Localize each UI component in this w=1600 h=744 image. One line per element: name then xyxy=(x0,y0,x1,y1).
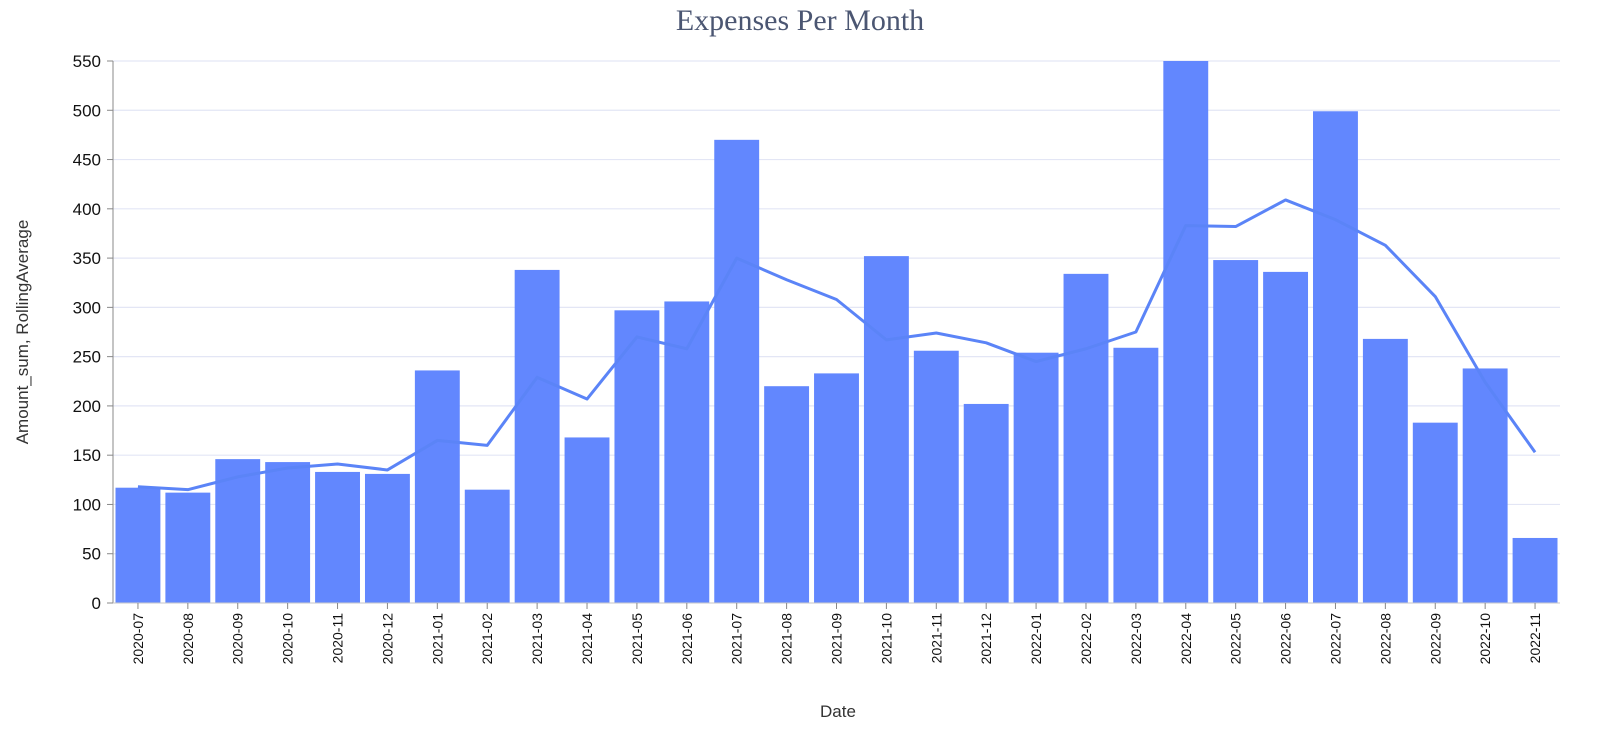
y-tick-label: 300 xyxy=(73,298,101,317)
x-tick-label: 2020-12 xyxy=(379,613,395,665)
bar-2022-11 xyxy=(1512,537,1558,603)
bar-2021-01 xyxy=(414,370,460,603)
x-tick-label: 2022-07 xyxy=(1327,613,1343,665)
bar-2022-07 xyxy=(1313,111,1358,603)
bar-2022-05 xyxy=(1213,260,1259,603)
x-tick-label: 2022-10 xyxy=(1477,613,1493,665)
bar-2020-10 xyxy=(265,462,311,603)
bar-2021-06 xyxy=(664,301,710,603)
x-tick-label: 2022-11 xyxy=(1527,613,1543,664)
x-tick-label: 2021-11 xyxy=(928,613,944,664)
x-tick-label: 2020-10 xyxy=(280,613,296,665)
bar-2022-04 xyxy=(1163,61,1209,603)
x-tick-label: 2020-09 xyxy=(230,613,246,665)
x-axis-title: Date xyxy=(820,702,856,721)
bar-2022-10 xyxy=(1462,368,1508,603)
x-tick-label: 2021-10 xyxy=(878,613,894,665)
x-tick-label: 2021-03 xyxy=(529,613,545,665)
y-tick-label: 150 xyxy=(73,446,101,465)
y-tick-label: 250 xyxy=(73,348,101,367)
x-tick-label: 2021-02 xyxy=(479,613,495,665)
x-tick-label: 2022-08 xyxy=(1377,613,1393,665)
x-tick-label: 2022-03 xyxy=(1128,613,1144,665)
bar-2021-10 xyxy=(863,256,909,603)
bar-2020-11 xyxy=(315,471,360,603)
bars xyxy=(115,61,1558,603)
bar-2020-07 xyxy=(115,487,161,603)
x-tick-label: 2022-05 xyxy=(1228,613,1244,665)
y-tick-label: 100 xyxy=(73,495,101,514)
x-tick-label: 2020-08 xyxy=(180,613,196,665)
x-tick-label: 2021-01 xyxy=(429,613,445,665)
bar-2021-09 xyxy=(814,373,859,603)
bar-2020-12 xyxy=(364,473,410,603)
y-tick-label: 550 xyxy=(73,52,101,71)
y-tick-label: 450 xyxy=(73,151,101,170)
x-tick-label: 2021-04 xyxy=(579,613,595,665)
bar-2021-04 xyxy=(564,437,610,603)
bar-2020-08 xyxy=(165,492,211,603)
rolling-average-line xyxy=(137,198,1537,492)
x-tick-label: 2022-02 xyxy=(1078,613,1094,665)
y-tick-label: 400 xyxy=(73,200,101,219)
bar-2021-05 xyxy=(614,310,660,603)
bar-2022-08 xyxy=(1362,338,1408,603)
y-axis-title: Amount_sum, RollingAverage xyxy=(13,220,32,445)
x-tick-label: 2021-06 xyxy=(679,613,695,665)
bar-2021-08 xyxy=(764,386,810,603)
x-tick-label: 2021-07 xyxy=(729,613,745,665)
bar-2021-02 xyxy=(464,489,510,603)
x-tick-label: 2022-06 xyxy=(1278,613,1294,665)
bar-2021-11 xyxy=(913,350,959,603)
x-tick-label: 2020-11 xyxy=(330,613,346,664)
x-tick-label: 2021-08 xyxy=(779,613,795,665)
bar-2020-09 xyxy=(215,459,261,603)
bar-2021-12 xyxy=(963,403,1009,603)
x-tick-label: 2022-04 xyxy=(1178,613,1194,665)
y-tick-label: 350 xyxy=(73,249,101,268)
bar-2022-09 xyxy=(1412,422,1458,603)
y-tick-label: 50 xyxy=(82,545,101,564)
y-tick-label: 200 xyxy=(73,397,101,416)
y-tick-label: 0 xyxy=(92,594,101,613)
bar-2021-03 xyxy=(514,269,560,603)
x-tick-label: 2021-09 xyxy=(829,613,845,665)
bar-2022-03 xyxy=(1113,347,1159,603)
bar-2022-02 xyxy=(1063,273,1109,603)
rolling-average-path xyxy=(137,198,1537,492)
x-tick-label: 2021-12 xyxy=(978,613,994,665)
bar-2022-06 xyxy=(1263,271,1309,603)
bar-2022-01 xyxy=(1013,352,1059,603)
x-tick-label: 2020-07 xyxy=(130,613,146,665)
axes: 0 50 100 150 200 250 300 350 400 450 500 550 2020-07… xyxy=(73,52,1560,664)
x-tick-label: 2022-09 xyxy=(1427,613,1443,665)
x-tick-label: 2021-05 xyxy=(629,613,645,665)
x-tick-label: 2022-01 xyxy=(1028,613,1044,665)
chart-title: Expenses Per Month xyxy=(675,4,925,37)
bar-2021-07 xyxy=(714,139,760,603)
y-tick-label: 500 xyxy=(73,101,101,120)
